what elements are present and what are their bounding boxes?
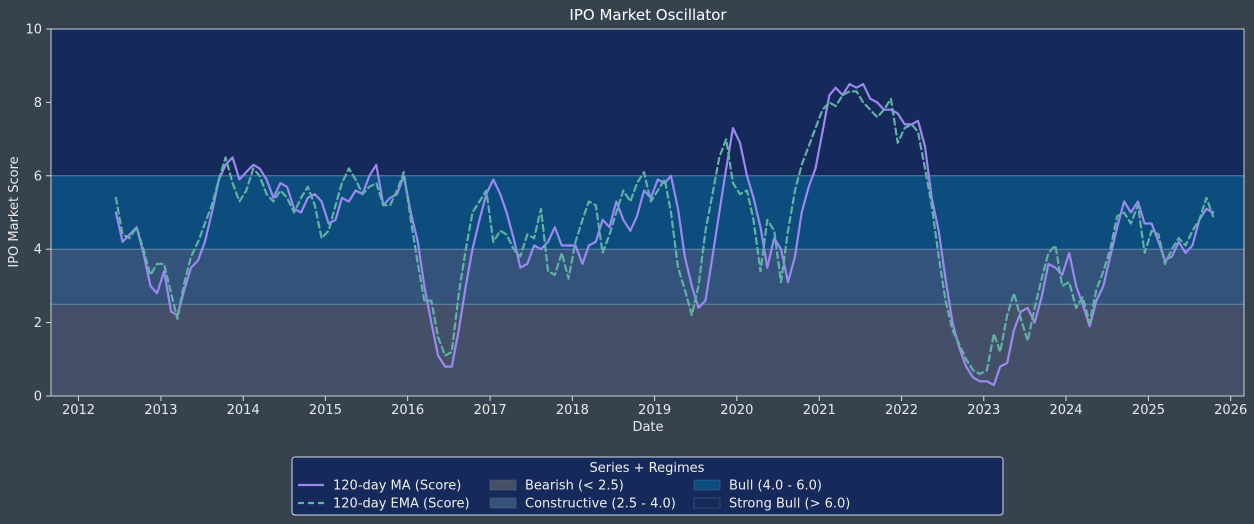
- x-tick-label: 2012: [62, 403, 95, 418]
- x-axis: 2012 2013 2014 2015 2016 2017 2018 2019 2020 2021…: [62, 396, 1247, 418]
- x-tick-label: 2014: [227, 403, 260, 418]
- y-tick-label: 6: [34, 169, 42, 184]
- legend-patch-swatch-0: [489, 479, 517, 491]
- legend-patch-swatch-3: [693, 497, 721, 509]
- x-axis-label: Date: [632, 420, 663, 435]
- x-tick-label: 2021: [803, 403, 836, 418]
- series-layer: [114, 83, 1215, 387]
- plot-frame: [50, 28, 1245, 397]
- x-tick-label: 2018: [556, 403, 589, 418]
- x-tick-label: 2015: [309, 403, 342, 418]
- regime-band-1: [51, 249, 1244, 305]
- chart-title: IPO Market Oscillator: [569, 6, 727, 24]
- y-tick-label: 10: [25, 23, 42, 38]
- x-tick-label: 2013: [144, 403, 177, 418]
- legend: Series + Regimes 120-day MA (Score)120-d…: [291, 456, 1004, 516]
- y-tick-label: 2: [34, 316, 42, 331]
- legend-label: Bull (4.0 - 6.0): [729, 479, 822, 494]
- regime-boundaries: [51, 175, 1244, 305]
- x-tick-label: 2016: [391, 403, 424, 418]
- legend-label: Constructive (2.5 - 4.0): [525, 497, 676, 512]
- x-tick-label: 2026: [1214, 403, 1247, 418]
- legend-patch-swatch-1: [489, 497, 517, 509]
- legend-patch-swatch-2: [693, 479, 721, 491]
- y-tick-label: 0: [34, 390, 42, 405]
- regime-bands: [51, 29, 1244, 396]
- y-axis-label: IPO Market Score: [7, 156, 22, 267]
- y-tick-label: 8: [34, 96, 42, 111]
- legend-label: 120-day MA (Score): [333, 479, 461, 494]
- legend-label: Strong Bull (> 6.0): [729, 497, 850, 512]
- x-tick-label: 2023: [967, 403, 1000, 418]
- legend-items: 120-day MA (Score) 120-day EMA (Score) Bea…: [298, 479, 850, 512]
- y-axis: 0 2 4 6 8 10: [25, 23, 51, 405]
- x-tick-label: 2017: [474, 403, 507, 418]
- x-tick-label: 2019: [638, 403, 671, 418]
- regime-band-3: [51, 29, 1244, 176]
- legend-title: Series + Regimes: [590, 461, 705, 476]
- legend-box: [291, 456, 1004, 516]
- x-tick-label: 2025: [1132, 403, 1165, 418]
- legend-label: 120-day EMA (Score): [333, 497, 470, 512]
- regime-band-0: [51, 304, 1244, 396]
- x-tick-label: 2022: [885, 403, 918, 418]
- series-line-1: [114, 90, 1215, 376]
- y-tick-label: 4: [34, 243, 42, 258]
- regime-band-2: [51, 175, 1244, 250]
- legend-label: Bearish (< 2.5): [525, 479, 624, 494]
- x-tick-label: 2020: [720, 403, 753, 418]
- x-tick-label: 2024: [1049, 403, 1082, 418]
